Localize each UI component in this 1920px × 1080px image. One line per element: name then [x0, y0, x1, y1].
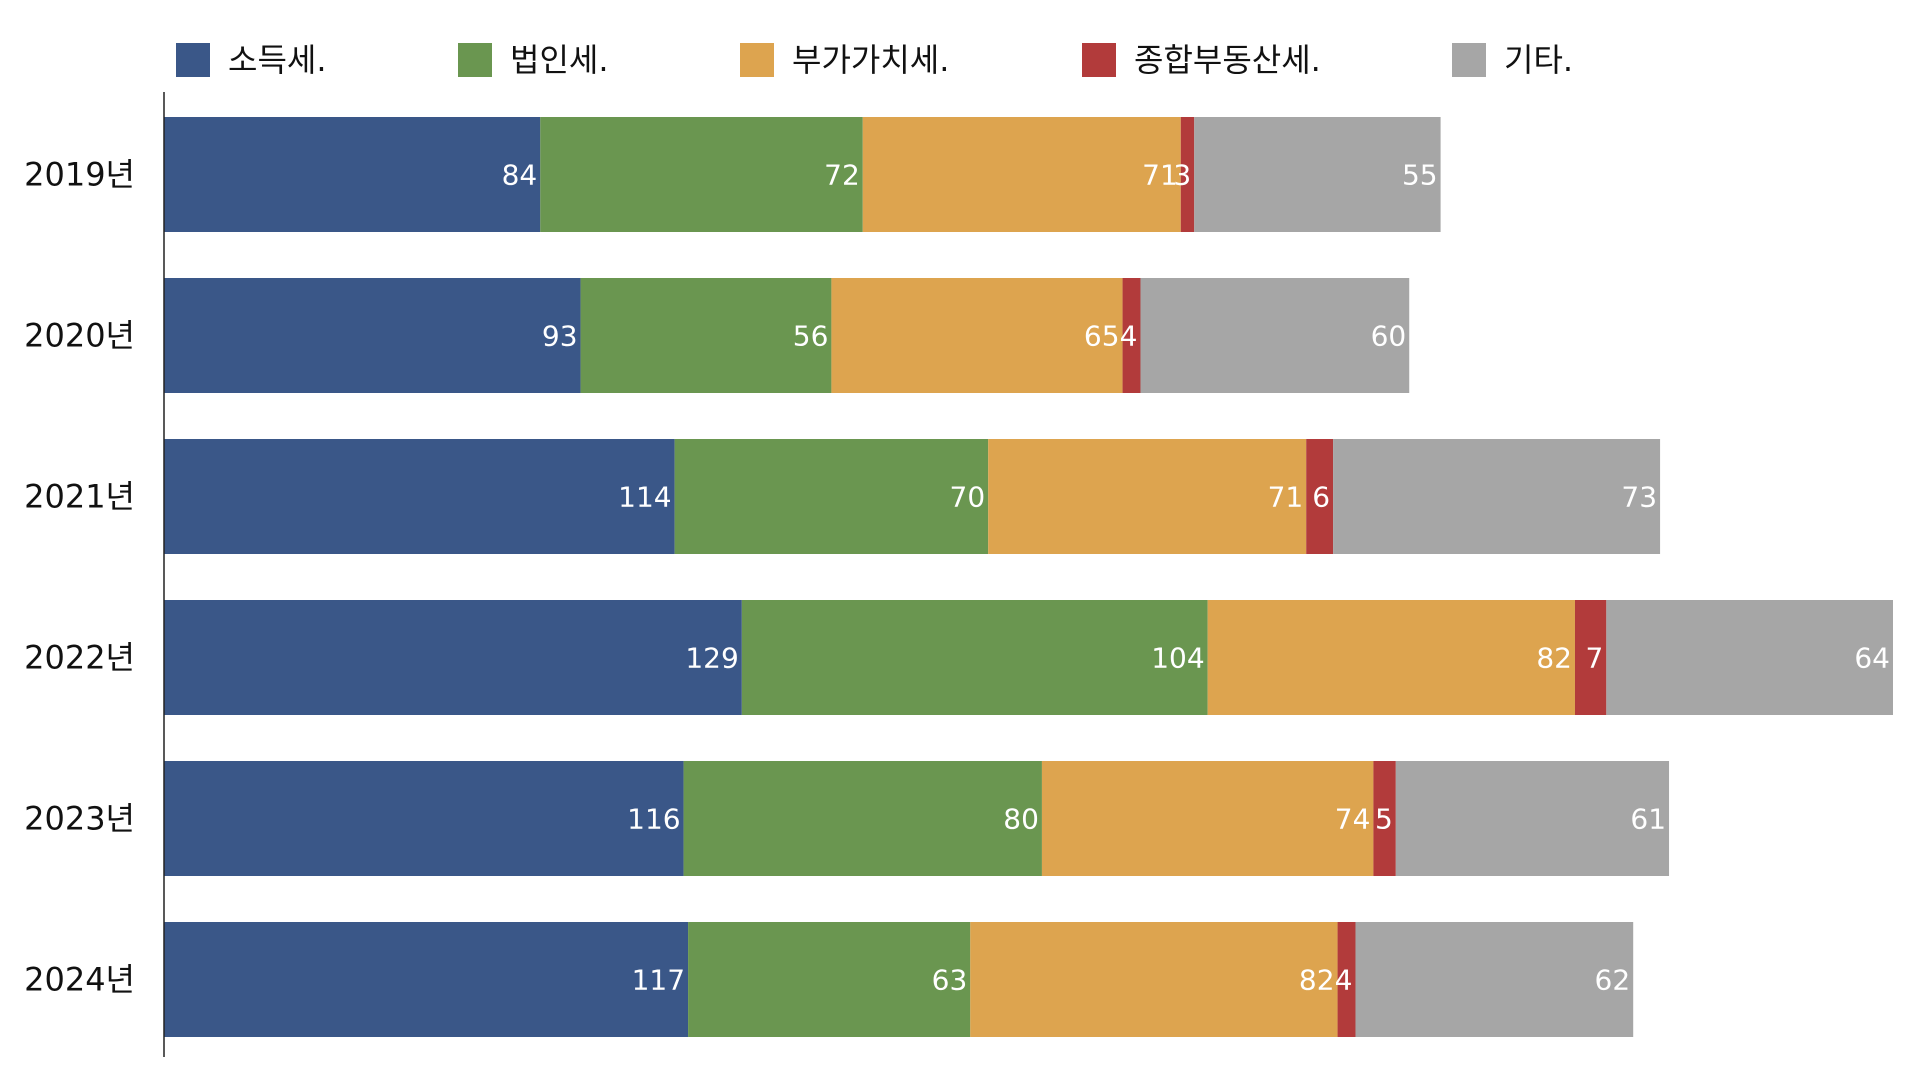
bar-segment — [1207, 600, 1575, 715]
bar-segment — [970, 922, 1338, 1037]
category-label: 2021년 — [24, 478, 135, 516]
legend-swatch-2 — [458, 43, 492, 77]
legend-label-3: 부가가치세. — [792, 41, 949, 79]
data-label: 82 — [1299, 964, 1335, 997]
category-label: 2020년 — [24, 317, 135, 355]
data-label: 117 — [632, 964, 685, 997]
bar-segment — [1337, 922, 1356, 1037]
data-label: 4 — [1335, 964, 1353, 997]
bar-segment — [1041, 761, 1374, 876]
bar-segment — [1306, 439, 1334, 554]
bar-segment — [1373, 761, 1396, 876]
bar-segment — [1606, 600, 1893, 715]
bar-segment — [1194, 117, 1441, 232]
bar-segment — [1122, 278, 1141, 393]
data-label: 84 — [502, 159, 538, 192]
bar-segment — [1395, 761, 1670, 876]
data-label: 7 — [1585, 642, 1603, 675]
legend-swatch-3 — [740, 43, 774, 77]
bar-segment — [1180, 117, 1195, 232]
category-label: 2019년 — [24, 156, 135, 194]
legend-label-5: 기타. — [1504, 41, 1573, 79]
bar-segment — [164, 600, 742, 715]
data-label: 61 — [1630, 803, 1666, 836]
category-label: 2024년 — [24, 961, 135, 999]
data-label: 4 — [1120, 320, 1138, 353]
bar-segment — [1333, 439, 1661, 554]
data-label: 70 — [950, 481, 986, 514]
data-label: 114 — [618, 481, 671, 514]
data-label: 60 — [1371, 320, 1407, 353]
data-label: 63 — [932, 964, 968, 997]
bar-segment — [164, 761, 684, 876]
data-label: 5 — [1375, 803, 1393, 836]
category-label: 2023년 — [24, 800, 135, 838]
data-label: 56 — [793, 320, 829, 353]
data-label: 129 — [685, 642, 738, 675]
bar-segment — [540, 117, 863, 232]
bar-segment — [1574, 600, 1607, 715]
data-label: 71 — [1268, 481, 1304, 514]
bar-segment — [580, 278, 832, 393]
legend-swatch-1 — [176, 43, 210, 77]
bar-segment — [164, 117, 541, 232]
category-label: 2022년 — [24, 639, 135, 677]
bar-segment — [831, 278, 1123, 393]
legend-label-4: 종합부동산세. — [1134, 41, 1321, 79]
legend-label-2: 법인세. — [510, 41, 609, 79]
data-label: 93 — [542, 320, 578, 353]
bar-segment — [164, 922, 689, 1037]
bar-segment — [164, 439, 675, 554]
legend-label-1: 소득세. — [228, 41, 327, 79]
bar-segment — [862, 117, 1181, 232]
data-label: 65 — [1084, 320, 1120, 353]
bar-segment — [1355, 922, 1634, 1037]
category-axis-labels: 2019년 2020년 2021년 2022년 2023년 2024년 — [24, 156, 135, 999]
data-label: 62 — [1595, 964, 1631, 997]
legend-swatch-5 — [1452, 43, 1486, 77]
data-label: 74 — [1335, 803, 1371, 836]
data-label: 73 — [1621, 481, 1657, 514]
legend: 소득세. 법인세. 부가가치세. 종합부동산세. 기타. — [176, 41, 1573, 79]
data-label: 116 — [627, 803, 680, 836]
bar-segment — [688, 922, 971, 1037]
bar-segment — [741, 600, 1208, 715]
data-label: 72 — [824, 159, 860, 192]
data-label: 71 — [1142, 159, 1178, 192]
data-label: 64 — [1854, 642, 1890, 675]
data-label: 55 — [1402, 159, 1438, 192]
data-label: 6 — [1312, 481, 1330, 514]
legend-swatch-4 — [1082, 43, 1116, 77]
bar-segment — [674, 439, 989, 554]
data-label: 82 — [1536, 642, 1572, 675]
bar-segment — [988, 439, 1307, 554]
data-label: 3 — [1173, 159, 1191, 192]
data-label: 80 — [1003, 803, 1039, 836]
bar-segment — [683, 761, 1042, 876]
bar-segment — [164, 278, 581, 393]
bar-segment — [1140, 278, 1410, 393]
data-label: 104 — [1151, 642, 1204, 675]
